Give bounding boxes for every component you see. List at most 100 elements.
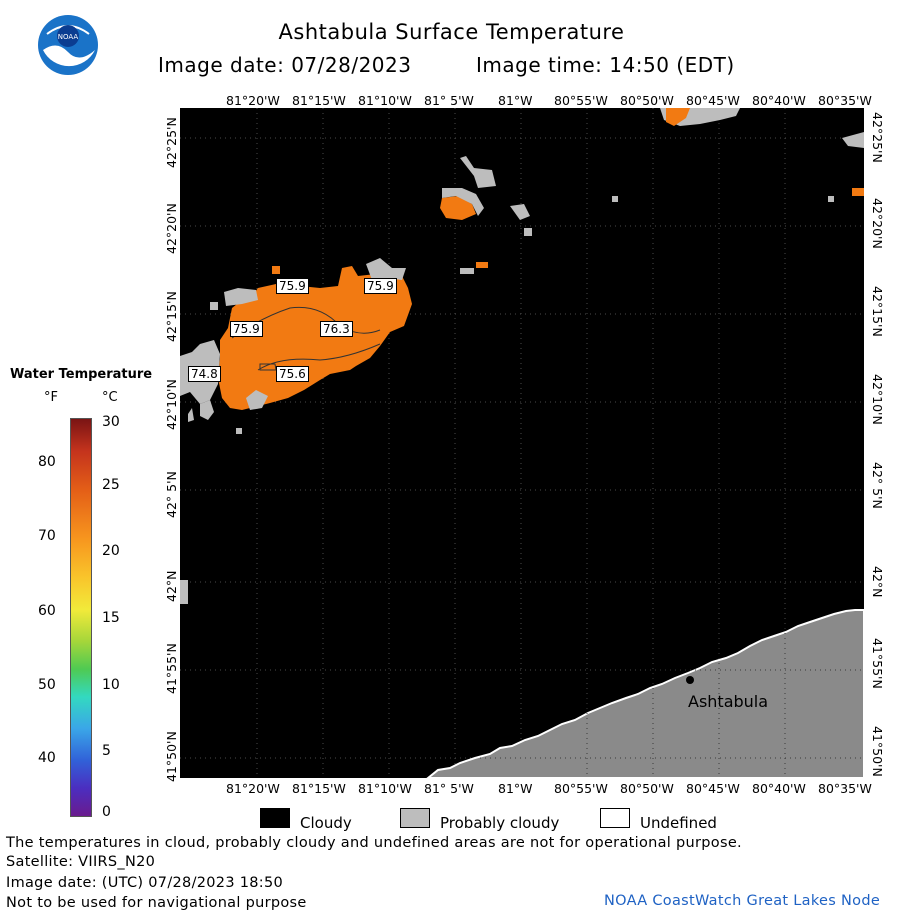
lon-label-top: 81°20'W bbox=[226, 93, 280, 108]
warm-water-patch bbox=[218, 266, 412, 410]
warm-water-patch bbox=[272, 266, 280, 274]
temp-label: 75.9 bbox=[364, 278, 397, 294]
cloud-patch bbox=[612, 196, 618, 202]
warm-water-patch bbox=[476, 262, 488, 268]
cloud-patch bbox=[828, 196, 834, 202]
cloud-patch bbox=[210, 302, 218, 310]
lon-label-top: 80°50'W bbox=[620, 93, 674, 108]
lon-label-top: 80°55'W bbox=[554, 93, 608, 108]
lon-label-bottom: 80°45'W bbox=[686, 781, 740, 796]
key-label-undefined: Undefined bbox=[640, 814, 717, 832]
ashtabula-marker bbox=[686, 676, 694, 684]
warm-water-patch bbox=[440, 196, 476, 220]
temp-label: 76.3 bbox=[320, 321, 353, 337]
cloud-patch bbox=[180, 580, 188, 604]
place-label-ashtabula: Ashtabula bbox=[688, 692, 769, 711]
lon-label-bottom: 81°20'W bbox=[226, 781, 280, 796]
cloud-patch bbox=[460, 268, 474, 274]
cloud-patch bbox=[246, 390, 268, 410]
cloud-patch bbox=[442, 188, 484, 216]
legend-tick-c: 20 bbox=[102, 543, 120, 559]
lat-label-left: 42°25'N bbox=[164, 117, 179, 168]
lat-label-left: 42°N bbox=[164, 570, 179, 602]
temp-label: 75.9 bbox=[276, 278, 309, 294]
lon-label-top: 80°35'W bbox=[818, 93, 872, 108]
legend-title: Water Temperature bbox=[10, 367, 153, 382]
cloud-patch bbox=[842, 132, 864, 148]
lon-label-bottom: 81°10'W bbox=[358, 781, 412, 796]
legend-tick-f: 70 bbox=[38, 528, 56, 544]
lon-label-bottom: 81°W bbox=[498, 781, 533, 796]
lat-label-right: 42°15'N bbox=[870, 286, 885, 337]
lon-label-top: 81° 5'W bbox=[424, 93, 474, 108]
image-time: Image time: 14:50 (EDT) bbox=[476, 53, 735, 77]
key-swatch-undefined bbox=[600, 808, 630, 828]
footer-nav-warning: Not to be used for navigational purpose bbox=[6, 895, 307, 911]
cloud-patch bbox=[188, 408, 194, 422]
legend-tick-c: 25 bbox=[102, 477, 120, 493]
temp-label: 74.8 bbox=[188, 366, 221, 382]
lat-label-right: 41°55'N bbox=[870, 638, 885, 689]
lat-label-right: 42°20'N bbox=[870, 198, 885, 249]
lon-label-top: 81°10'W bbox=[358, 93, 412, 108]
lat-label-left: 42°20'N bbox=[164, 203, 179, 254]
lon-label-bottom: 81° 5'W bbox=[424, 781, 474, 796]
lat-label-left: 42°15'N bbox=[164, 291, 179, 342]
cloud-patch bbox=[200, 400, 214, 420]
key-swatch-probably-cloudy bbox=[400, 808, 430, 828]
map-panel: 75.9 75.9 75.9 76.3 74.8 75.6 Ashtabula bbox=[180, 108, 864, 778]
key-label-probably-cloudy: Probably cloudy bbox=[440, 814, 560, 832]
lon-label-top: 80°40'W bbox=[752, 93, 806, 108]
lat-label-left: 42°10'N bbox=[164, 379, 179, 430]
lon-label-bottom: 80°55'W bbox=[554, 781, 608, 796]
lon-label-bottom: 80°40'W bbox=[752, 781, 806, 796]
noaa-logo: NOAA bbox=[37, 14, 99, 76]
warm-water-patch bbox=[666, 108, 690, 126]
lat-label-right: 42° 5'N bbox=[870, 462, 885, 509]
footer-satellite: Satellite: VIIRS_N20 bbox=[6, 854, 156, 870]
temp-label: 75.6 bbox=[276, 366, 309, 382]
warm-water-patch bbox=[852, 188, 864, 196]
map-title: Ashtabula Surface Temperature bbox=[278, 20, 625, 44]
lon-label-top: 80°45'W bbox=[686, 93, 740, 108]
footer-utc-date: Image date: (UTC) 07/28/2023 18:50 bbox=[6, 875, 284, 891]
legend-tick-c: 30 bbox=[102, 414, 120, 430]
land-area bbox=[426, 609, 864, 778]
cloud-patch bbox=[224, 288, 258, 306]
image-date: Image date: 07/28/2023 bbox=[158, 53, 412, 77]
lat-label-right: 42°10'N bbox=[870, 374, 885, 425]
legend-unit-c: °C bbox=[102, 390, 118, 405]
cloud-patch bbox=[510, 204, 530, 220]
legend-tick-f: 40 bbox=[38, 750, 56, 766]
lon-label-bottom: 80°50'W bbox=[620, 781, 674, 796]
footer-credit: NOAA CoastWatch Great Lakes Node bbox=[604, 893, 881, 909]
lat-label-right: 42°25'N bbox=[870, 112, 885, 163]
legend-tick-c: 10 bbox=[102, 677, 120, 693]
lat-label-right: 42°N bbox=[870, 566, 885, 598]
lon-label-top: 81°W bbox=[498, 93, 533, 108]
lon-label-bottom: 80°35'W bbox=[818, 781, 872, 796]
cloud-patch bbox=[366, 258, 406, 280]
legend-tick-f: 60 bbox=[38, 603, 56, 619]
cloud-patch bbox=[236, 428, 242, 434]
legend-tick-c: 0 bbox=[102, 804, 111, 820]
cloud-patch bbox=[524, 228, 532, 236]
lon-label-bottom: 81°15'W bbox=[292, 781, 346, 796]
key-swatch-cloudy bbox=[260, 808, 290, 828]
cloud-patch bbox=[460, 156, 496, 188]
lon-label-top: 81°15'W bbox=[292, 93, 346, 108]
footer-note: The temperatures in cloud, probably clou… bbox=[6, 835, 742, 851]
logo-text: NOAA bbox=[58, 33, 79, 41]
lat-label-right: 41°50'N bbox=[870, 726, 885, 777]
legend-tick-f: 50 bbox=[38, 677, 56, 693]
lat-label-left: 41°50'N bbox=[164, 731, 179, 782]
lat-label-left: 42° 5'N bbox=[164, 471, 179, 518]
legend-unit-f: °F bbox=[44, 390, 58, 405]
color-scale-bar bbox=[70, 418, 92, 817]
legend-tick-c: 5 bbox=[102, 743, 111, 759]
legend-tick-c: 15 bbox=[102, 610, 120, 626]
legend-tick-f: 80 bbox=[38, 454, 56, 470]
lat-label-left: 41°55'N bbox=[164, 643, 179, 694]
key-label-cloudy: Cloudy bbox=[300, 814, 352, 832]
temp-label: 75.9 bbox=[230, 321, 263, 337]
